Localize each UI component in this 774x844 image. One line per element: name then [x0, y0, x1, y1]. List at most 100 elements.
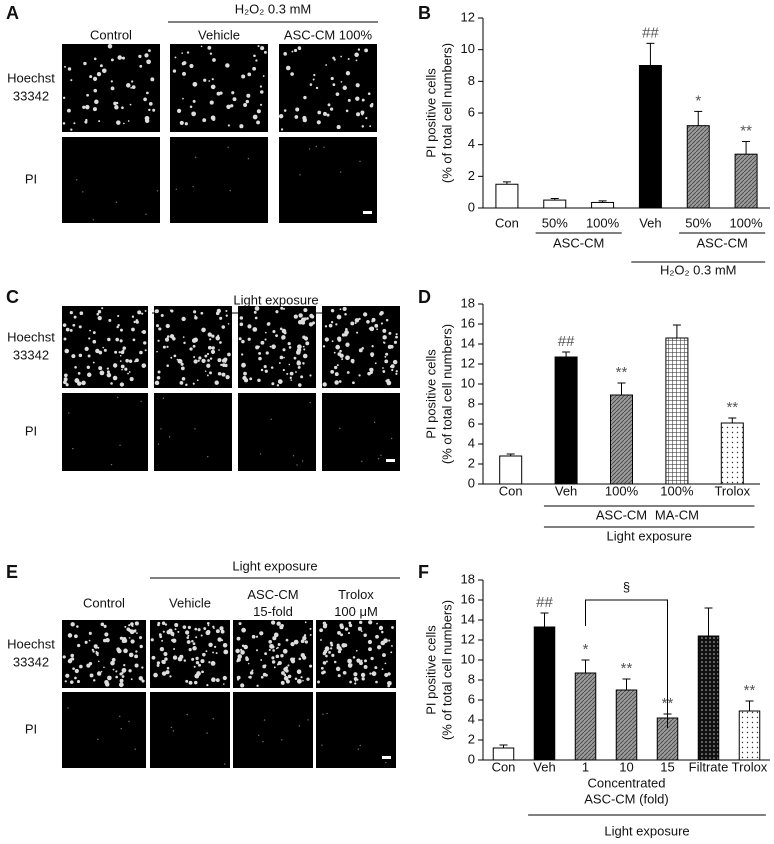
cell: [364, 659, 367, 663]
cell: [119, 382, 125, 387]
cell: [169, 675, 172, 678]
cell: [135, 358, 139, 363]
cell: [185, 679, 189, 683]
cell: [81, 380, 86, 386]
cell: [271, 656, 275, 660]
cell: [293, 639, 299, 645]
cell: [348, 623, 353, 628]
cell: [281, 739, 283, 741]
cell: [382, 370, 386, 373]
cell: [325, 660, 328, 663]
cell: [328, 651, 331, 654]
cell: [128, 359, 133, 364]
significance: **: [621, 660, 633, 677]
cell: [241, 362, 246, 368]
cell: [309, 83, 313, 86]
cell: [341, 333, 346, 337]
cell: [296, 678, 302, 684]
cell: [363, 665, 368, 669]
cell: [252, 66, 257, 71]
cell: [194, 673, 200, 679]
cell: [135, 650, 138, 653]
cell: [260, 90, 264, 94]
y-tick-label: 10: [461, 41, 475, 56]
cell: [107, 337, 111, 342]
cell: [276, 384, 280, 387]
cell: [325, 654, 328, 658]
cell: [391, 368, 394, 372]
cell: [236, 636, 241, 641]
cell: [187, 634, 190, 637]
cell: [247, 662, 250, 665]
cell: [166, 335, 170, 338]
cell: [202, 652, 206, 657]
cell: [158, 633, 162, 637]
cell: [86, 663, 91, 668]
significance: ##: [558, 333, 575, 350]
row-label: Hoechst: [7, 636, 55, 651]
cell: [353, 672, 358, 677]
cell: [93, 57, 97, 61]
cell: [63, 380, 67, 385]
cell: [85, 118, 88, 122]
cell: [395, 372, 398, 375]
cell: [155, 324, 160, 328]
cell: [371, 671, 377, 677]
bar: [697, 635, 720, 761]
micrograph: [150, 692, 230, 768]
cell: [191, 111, 196, 117]
cell: [202, 118, 207, 123]
cell: [385, 674, 388, 678]
cell: [134, 663, 139, 668]
y-tick-label: 2: [468, 731, 475, 746]
cell: [320, 639, 322, 641]
cell: [112, 375, 118, 381]
cell: [156, 375, 161, 380]
cell: [285, 638, 289, 642]
cell: [175, 188, 177, 190]
cell: [283, 676, 289, 681]
cell: [288, 363, 291, 366]
cell: [166, 666, 170, 670]
cell: [172, 655, 178, 660]
cell: [337, 649, 342, 654]
cell: [237, 678, 240, 681]
bar: [738, 710, 761, 761]
cell: [112, 668, 115, 671]
cell: [200, 659, 205, 664]
cell: [114, 366, 117, 368]
cell: [191, 657, 195, 661]
cell: [164, 337, 170, 342]
cell: [100, 622, 105, 627]
cell: [243, 371, 247, 376]
micrograph: [279, 137, 377, 223]
cell: [337, 674, 341, 678]
cell: [194, 680, 198, 685]
bar: [495, 183, 519, 209]
cell: [210, 349, 216, 354]
cell: [341, 358, 344, 361]
y-axis-label: (% of total cell numbers): [439, 600, 454, 740]
cell: [303, 634, 307, 637]
panel-letter: C: [6, 287, 19, 307]
cell: [239, 316, 244, 320]
cell: [162, 630, 165, 633]
cell: [340, 625, 344, 630]
cell: [121, 368, 123, 371]
cell: [381, 668, 384, 671]
cell: [357, 626, 362, 631]
cell: [376, 328, 378, 331]
cell: [186, 636, 190, 639]
cell: [182, 71, 186, 76]
cell: [138, 676, 143, 681]
cell: [369, 672, 372, 675]
cell: [258, 351, 262, 355]
cell: [72, 447, 74, 450]
x-tick-label: Veh: [639, 215, 661, 230]
cell: [361, 98, 365, 102]
cell: [248, 675, 252, 679]
cell: [131, 85, 136, 90]
bar: [638, 65, 662, 209]
x-tick-label: 100%: [729, 215, 763, 230]
